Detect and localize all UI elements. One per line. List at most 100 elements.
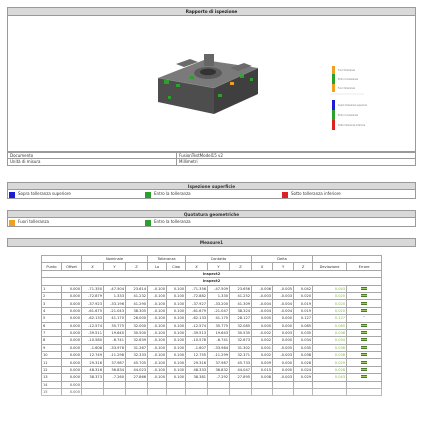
table-row[interactable]: 9 0.000 -1.608 -33.978 31.267 -0.100 0.100 -1.6…: [41, 343, 383, 353]
table-row[interactable]: 10 0.000 12.749 -11.298 32.333 -0.100 0.100 12.…: [41, 351, 383, 360]
table-cell: -7.260: [103, 373, 126, 382]
table-row[interactable]: 14 0.000: [41, 380, 383, 390]
table-cell: -21.043: [103, 306, 126, 316]
table-row[interactable]: 3 0.000 -37.923 -33.196 41.290 -0.100 0.100 -37…: [41, 299, 383, 308]
error-cell: [346, 284, 383, 293]
table-cell: 0.000: [61, 284, 82, 293]
table-cell: [147, 380, 168, 390]
table-row[interactable]: 2 0.000 -72.879 1.333 41.232 -0.100 0.100 -72.8…: [41, 291, 383, 301]
table-cell: 12.755: [185, 351, 209, 360]
table-column-header-row: Punto Offset X Y Z Lo Ciao X Y Z X Y Z Deviazione Erro…: [41, 262, 383, 271]
column-header: Lo: [147, 262, 168, 271]
table-cell: 0.000: [251, 314, 274, 323]
table-row[interactable]: 8 0.000 -10.580 -6.741 32.639 -0.100 0.100 -10.…: [41, 336, 383, 345]
table-cell: 2: [41, 291, 62, 301]
table-cell: 0.000: [61, 336, 82, 345]
table-cell: [185, 388, 209, 397]
table-cell: 28.000: [124, 314, 149, 323]
table-cell: 0.000: [61, 358, 82, 367]
table-cell: 0.000: [61, 365, 82, 375]
table-cell: -71.356: [185, 284, 209, 293]
table-cell: -21.047: [207, 306, 231, 316]
table-cell: -12.574: [81, 321, 104, 330]
deviation-cell: 0.043: [312, 373, 348, 382]
table-cell: -47.504: [103, 284, 126, 293]
table-cell: 0.100: [166, 314, 187, 323]
table-row[interactable]: 13 0.000 38.373 -7.260 27.866 -0.100 0.100 38.3…: [41, 373, 383, 382]
table-cell: 0.100: [166, 328, 187, 338]
tolerance-header: Tolleranza: [147, 254, 187, 264]
ok-bar-icon: [361, 338, 368, 342]
table-cell: 45.733: [229, 358, 253, 367]
table-row[interactable]: 12 0.000 48.316 36.834 44.023 -0.100 0.100 48.3…: [41, 365, 383, 375]
table-cell: -0.004: [272, 299, 295, 308]
blank-header: [312, 254, 383, 264]
table-cell: 29.316: [185, 358, 209, 367]
column-header: Z: [124, 262, 149, 271]
column-header: Ciao: [166, 262, 187, 271]
table-row[interactable]: 5 0.000 -62.133 41.170 28.000 -0.100 0.100 -62.…: [41, 314, 383, 323]
column-header: Errore: [346, 262, 383, 271]
deviation-cell: 0.029: [312, 358, 348, 367]
error-cell: [346, 299, 383, 308]
within-tolerance-swatch: [145, 191, 151, 198]
table-row[interactable]: 4 0.000 -61.675 -21.043 38.305 -0.100 0.100 -61…: [41, 306, 383, 316]
error-cell: [346, 291, 383, 301]
table-cell: [124, 380, 149, 390]
table-cell: 0.000: [61, 291, 82, 301]
table-cell: 9: [41, 343, 62, 353]
table-cell: 0.100: [166, 365, 187, 375]
table-cell: 14: [41, 380, 62, 390]
table-cell: 44.023: [124, 365, 149, 375]
table-cell: 28.127: [229, 314, 253, 323]
deviation-cell: [312, 388, 348, 397]
table-cell: 0.000: [61, 299, 82, 308]
table-row[interactable]: 11 0.000 29.316 37.987 45.705 -0.100 0.100 29.3…: [41, 358, 383, 367]
table-cell: 45.705: [124, 358, 149, 367]
table-cell: [103, 388, 126, 397]
table-row[interactable]: 1 0.000 -71.350 -47.504 23.614 -0.100 0.100 -71…: [41, 284, 383, 293]
column-header: Z: [293, 262, 314, 271]
table-cell: 4: [41, 306, 62, 316]
table-cell: 0.100: [166, 343, 187, 353]
table-cell: [229, 388, 253, 397]
table-cell: 0.000: [61, 321, 82, 330]
table-row[interactable]: 7 0.000 -39.511 19.640 30.500 -0.100 0.100 -39.…: [41, 328, 383, 338]
error-cell: [346, 388, 383, 397]
table-cell: 12: [41, 365, 62, 375]
table-cell: -1.608: [81, 343, 104, 353]
table-cell: [293, 380, 314, 390]
table-cell: 1.333: [103, 291, 126, 301]
table-cell: 32.085: [229, 321, 253, 330]
table-cell: -0.100: [147, 351, 168, 360]
table-cell: 0.000: [272, 321, 295, 330]
column-header: Y: [207, 262, 231, 271]
table-cell: 6: [41, 321, 62, 330]
deviation-cell: 0.036: [312, 328, 348, 338]
table-cell: -0.003: [272, 373, 295, 382]
table-row[interactable]: 15 0.000: [41, 388, 383, 397]
table-cell: -12.574: [185, 321, 209, 330]
table-cell: 0.029: [293, 373, 314, 382]
above-tolerance-swatch: [9, 191, 15, 198]
table-cell: 0.000: [61, 306, 82, 316]
table-cell: 0.020: [293, 291, 314, 301]
table-row[interactable]: 6 0.000 -12.574 35.775 32.000 -0.100 0.100 -12.…: [41, 321, 383, 330]
table-cell: 38.324: [229, 306, 253, 316]
model-viewport[interactable]: Fuori tolleranza Entro la tolleranza Fuo…: [8, 16, 415, 151]
table-cell: [229, 380, 253, 390]
table-cell: 0.002: [251, 351, 274, 360]
info-key: Documento: [10, 153, 34, 158]
table-cell: 0.000: [61, 388, 82, 397]
table-cell: -33.196: [103, 299, 126, 308]
deviation-cell: 0.034: [312, 336, 348, 345]
table-cell: 0.000: [272, 314, 295, 323]
legend-label-3: Fuori tolleranza: [338, 87, 356, 90]
table-cell: [207, 388, 231, 397]
info-row-units: Unità di misura Millimetri: [7, 159, 416, 166]
column-header: X: [81, 262, 104, 271]
table-cell: 37.987: [103, 358, 126, 367]
table-cell: -0.100: [147, 343, 168, 353]
deviation-cell: 0.038: [312, 351, 348, 360]
table-cell: -72.879: [81, 291, 104, 301]
